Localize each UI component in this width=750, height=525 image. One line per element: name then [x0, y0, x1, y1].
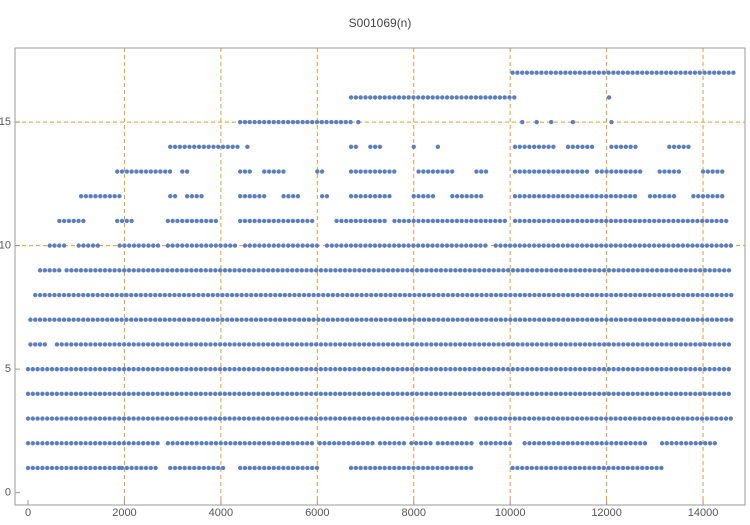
x-tick-label: 2000	[112, 507, 136, 519]
x-tick-label: 8000	[402, 507, 426, 519]
x-tick-label: 14000	[688, 507, 719, 519]
x-tick-label: 0	[25, 507, 31, 519]
chart-title: S001069(n)	[349, 16, 412, 30]
x-tick-label: 12000	[591, 507, 622, 519]
y-tick-label: 5	[5, 363, 11, 375]
y-tick-label: 10	[0, 240, 11, 252]
plot-frame	[14, 47, 746, 506]
x-tick-label: 6000	[305, 507, 329, 519]
y-tick-label: 0	[5, 487, 11, 499]
y-tick-label: 15	[0, 116, 11, 128]
x-tick-label: 10000	[495, 507, 526, 519]
x-tick-label: 4000	[209, 507, 233, 519]
